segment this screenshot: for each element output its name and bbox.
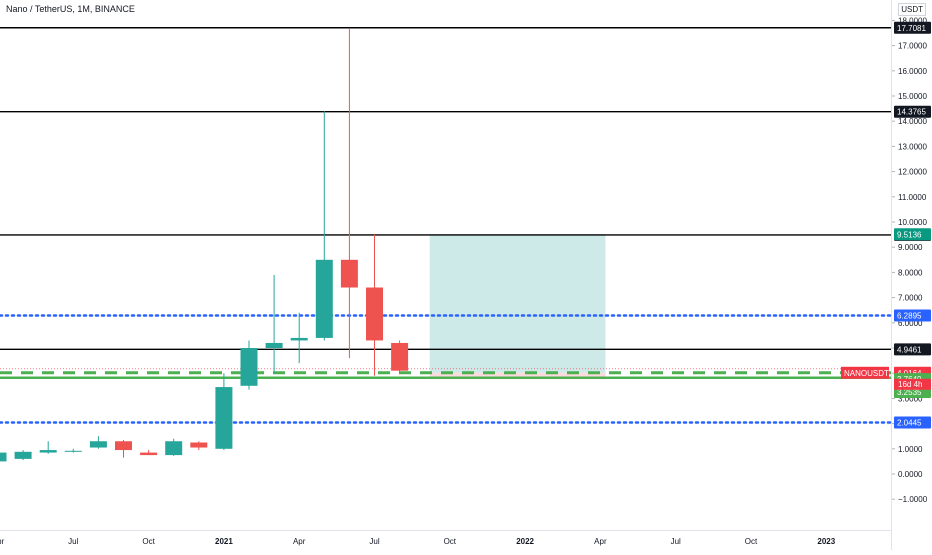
line-price-badge-text: 14.3765	[897, 108, 926, 117]
x-tick-label: Oct	[444, 537, 457, 546]
price-axis[interactable]: 19.000018.000017.000016.000015.000014.00…	[892, 0, 928, 504]
y-tick-label: 0.0000	[898, 470, 923, 479]
candle-body	[266, 343, 283, 348]
candle-body	[140, 453, 157, 456]
position-tool[interactable]	[430, 234, 606, 379]
y-tick-label: 13.0000	[898, 142, 927, 151]
candle-body	[115, 441, 132, 450]
chart-title: Nano / TetherUS, 1M, BINANCE	[6, 4, 135, 14]
time-axis[interactable]: Apr Jul Oct 2021 Apr Jul Oct 2022 Apr Jul Oct 2023	[0, 537, 836, 546]
y-tick-label: 16.0000	[898, 67, 927, 76]
y-tick-label: 9.0000	[898, 243, 923, 252]
x-tick-label: 2021	[215, 537, 233, 546]
y-tick-label: 8.0000	[898, 268, 923, 277]
line-price-badge-text: 17.7081	[897, 24, 926, 33]
candle-body	[241, 348, 258, 386]
x-tick-label: Jul	[68, 537, 78, 546]
y-tick-label: 12.0000	[898, 168, 927, 177]
y-tick-label: 1.0000	[898, 445, 923, 454]
candle-body	[190, 443, 207, 448]
x-tick-label: 2022	[516, 537, 534, 546]
x-tick-label: Jul	[671, 537, 681, 546]
price-badge-text: 9.5136	[897, 230, 922, 239]
x-tick-label: Apr	[594, 537, 607, 546]
x-tick-label: Oct	[745, 537, 758, 546]
y-tick-label: 10.0000	[898, 218, 927, 227]
symbol-badge-text: NANOUSDT	[844, 369, 889, 378]
candle-body	[65, 451, 82, 452]
y-tick-label: 17.0000	[898, 42, 927, 51]
candle-body	[15, 452, 32, 459]
line-price-badge-text: 6.2895	[897, 312, 922, 321]
candle-body	[341, 260, 358, 288]
x-tick-label: Apr	[293, 537, 306, 546]
x-tick-label: Oct	[142, 537, 155, 546]
y-tick-label: 14.0000	[898, 117, 927, 126]
candle-body	[40, 450, 57, 453]
y-tick-label: −1.0000	[898, 495, 928, 504]
countdown-text: 16d 4h	[898, 380, 922, 389]
candle-body	[165, 441, 182, 455]
candle-body	[215, 387, 232, 449]
candle-body	[391, 343, 408, 371]
currency-label[interactable]: USDT	[898, 3, 926, 16]
y-tick-label: 15.0000	[898, 92, 927, 101]
candle-body	[90, 441, 107, 447]
line-price-badge-text: 2.0445	[897, 418, 922, 427]
candle-body	[0, 453, 7, 462]
candle-body	[291, 338, 308, 341]
x-tick-label: Apr	[0, 537, 5, 546]
profit-zone[interactable]	[430, 234, 606, 373]
candle-body	[316, 260, 333, 338]
candles	[0, 28, 408, 463]
line-price-badge-text: 4.9461	[897, 345, 922, 354]
candle-body	[366, 288, 383, 341]
y-tick-label: 11.0000	[898, 193, 927, 202]
y-tick-label: 7.0000	[898, 294, 923, 303]
x-tick-label: 2023	[817, 537, 835, 546]
x-tick-label: Jul	[369, 537, 379, 546]
